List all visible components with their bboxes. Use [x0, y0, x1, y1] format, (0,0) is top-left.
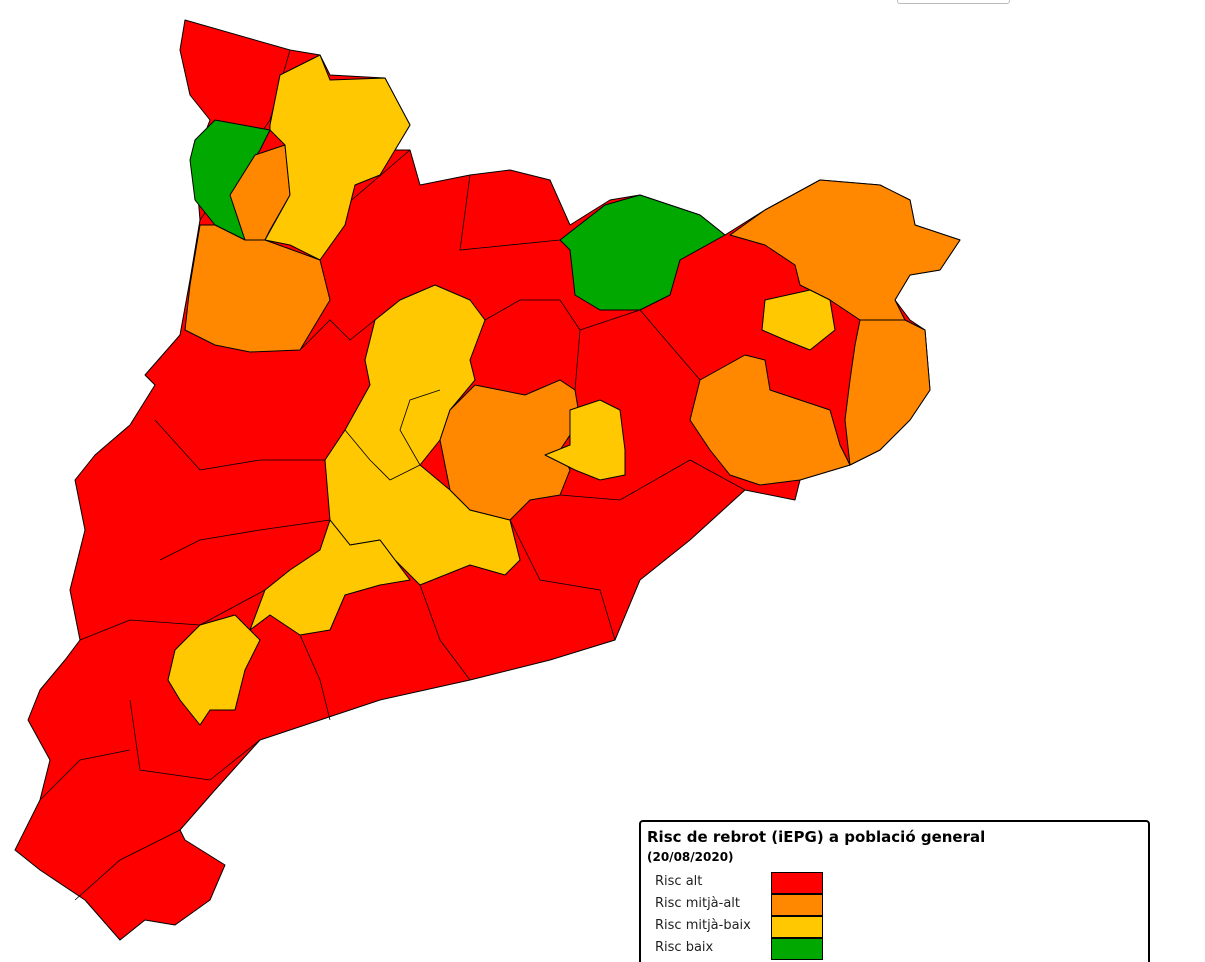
- region: [844, 319, 931, 466]
- legend-title: Risc de rebrot (iEPG) a població general: [647, 828, 986, 846]
- border: [299, 319, 376, 351]
- border: [344, 429, 421, 481]
- legend-item: Risc mitjà-baix: [655, 916, 855, 938]
- region: [264, 54, 411, 261]
- region: [324, 284, 521, 586]
- border: [559, 459, 746, 501]
- legend-label: Risc baix: [655, 940, 714, 955]
- legend-label: Risc mitjà-baix: [655, 918, 751, 933]
- legend-label: Risc mitjà-alt: [655, 896, 741, 911]
- border: [509, 519, 616, 641]
- legend-item: Risc alt: [655, 872, 855, 894]
- region: [249, 519, 411, 636]
- border: [399, 389, 441, 466]
- legend-swatch: [771, 916, 823, 938]
- border: [129, 699, 261, 781]
- border: [459, 174, 561, 251]
- legend-swatch: [771, 894, 823, 916]
- region: [761, 289, 836, 351]
- border: [484, 299, 581, 331]
- border: [159, 519, 331, 561]
- legend-item: Risc baix: [655, 938, 855, 960]
- region: [689, 354, 851, 486]
- region: [544, 399, 626, 481]
- region: [167, 614, 261, 726]
- legend-label: Risc alt: [655, 874, 703, 889]
- border: [74, 829, 181, 901]
- border: [574, 309, 701, 391]
- legend-subtitle: (20/08/2020): [647, 850, 734, 864]
- region: [439, 379, 581, 521]
- border: [299, 634, 331, 721]
- legend: Risc de rebrot (iEPG) a població general…: [639, 820, 1150, 962]
- region: [184, 224, 331, 353]
- legend-item: Risc mitjà-alt: [655, 894, 855, 916]
- border: [154, 419, 330, 471]
- legend-swatch: [771, 872, 823, 894]
- border: [79, 589, 266, 641]
- border: [419, 584, 471, 681]
- border: [39, 749, 131, 801]
- region: [729, 179, 961, 321]
- button[interactable]: [897, 0, 1010, 4]
- legend-swatch: [771, 938, 823, 960]
- region: [559, 194, 726, 311]
